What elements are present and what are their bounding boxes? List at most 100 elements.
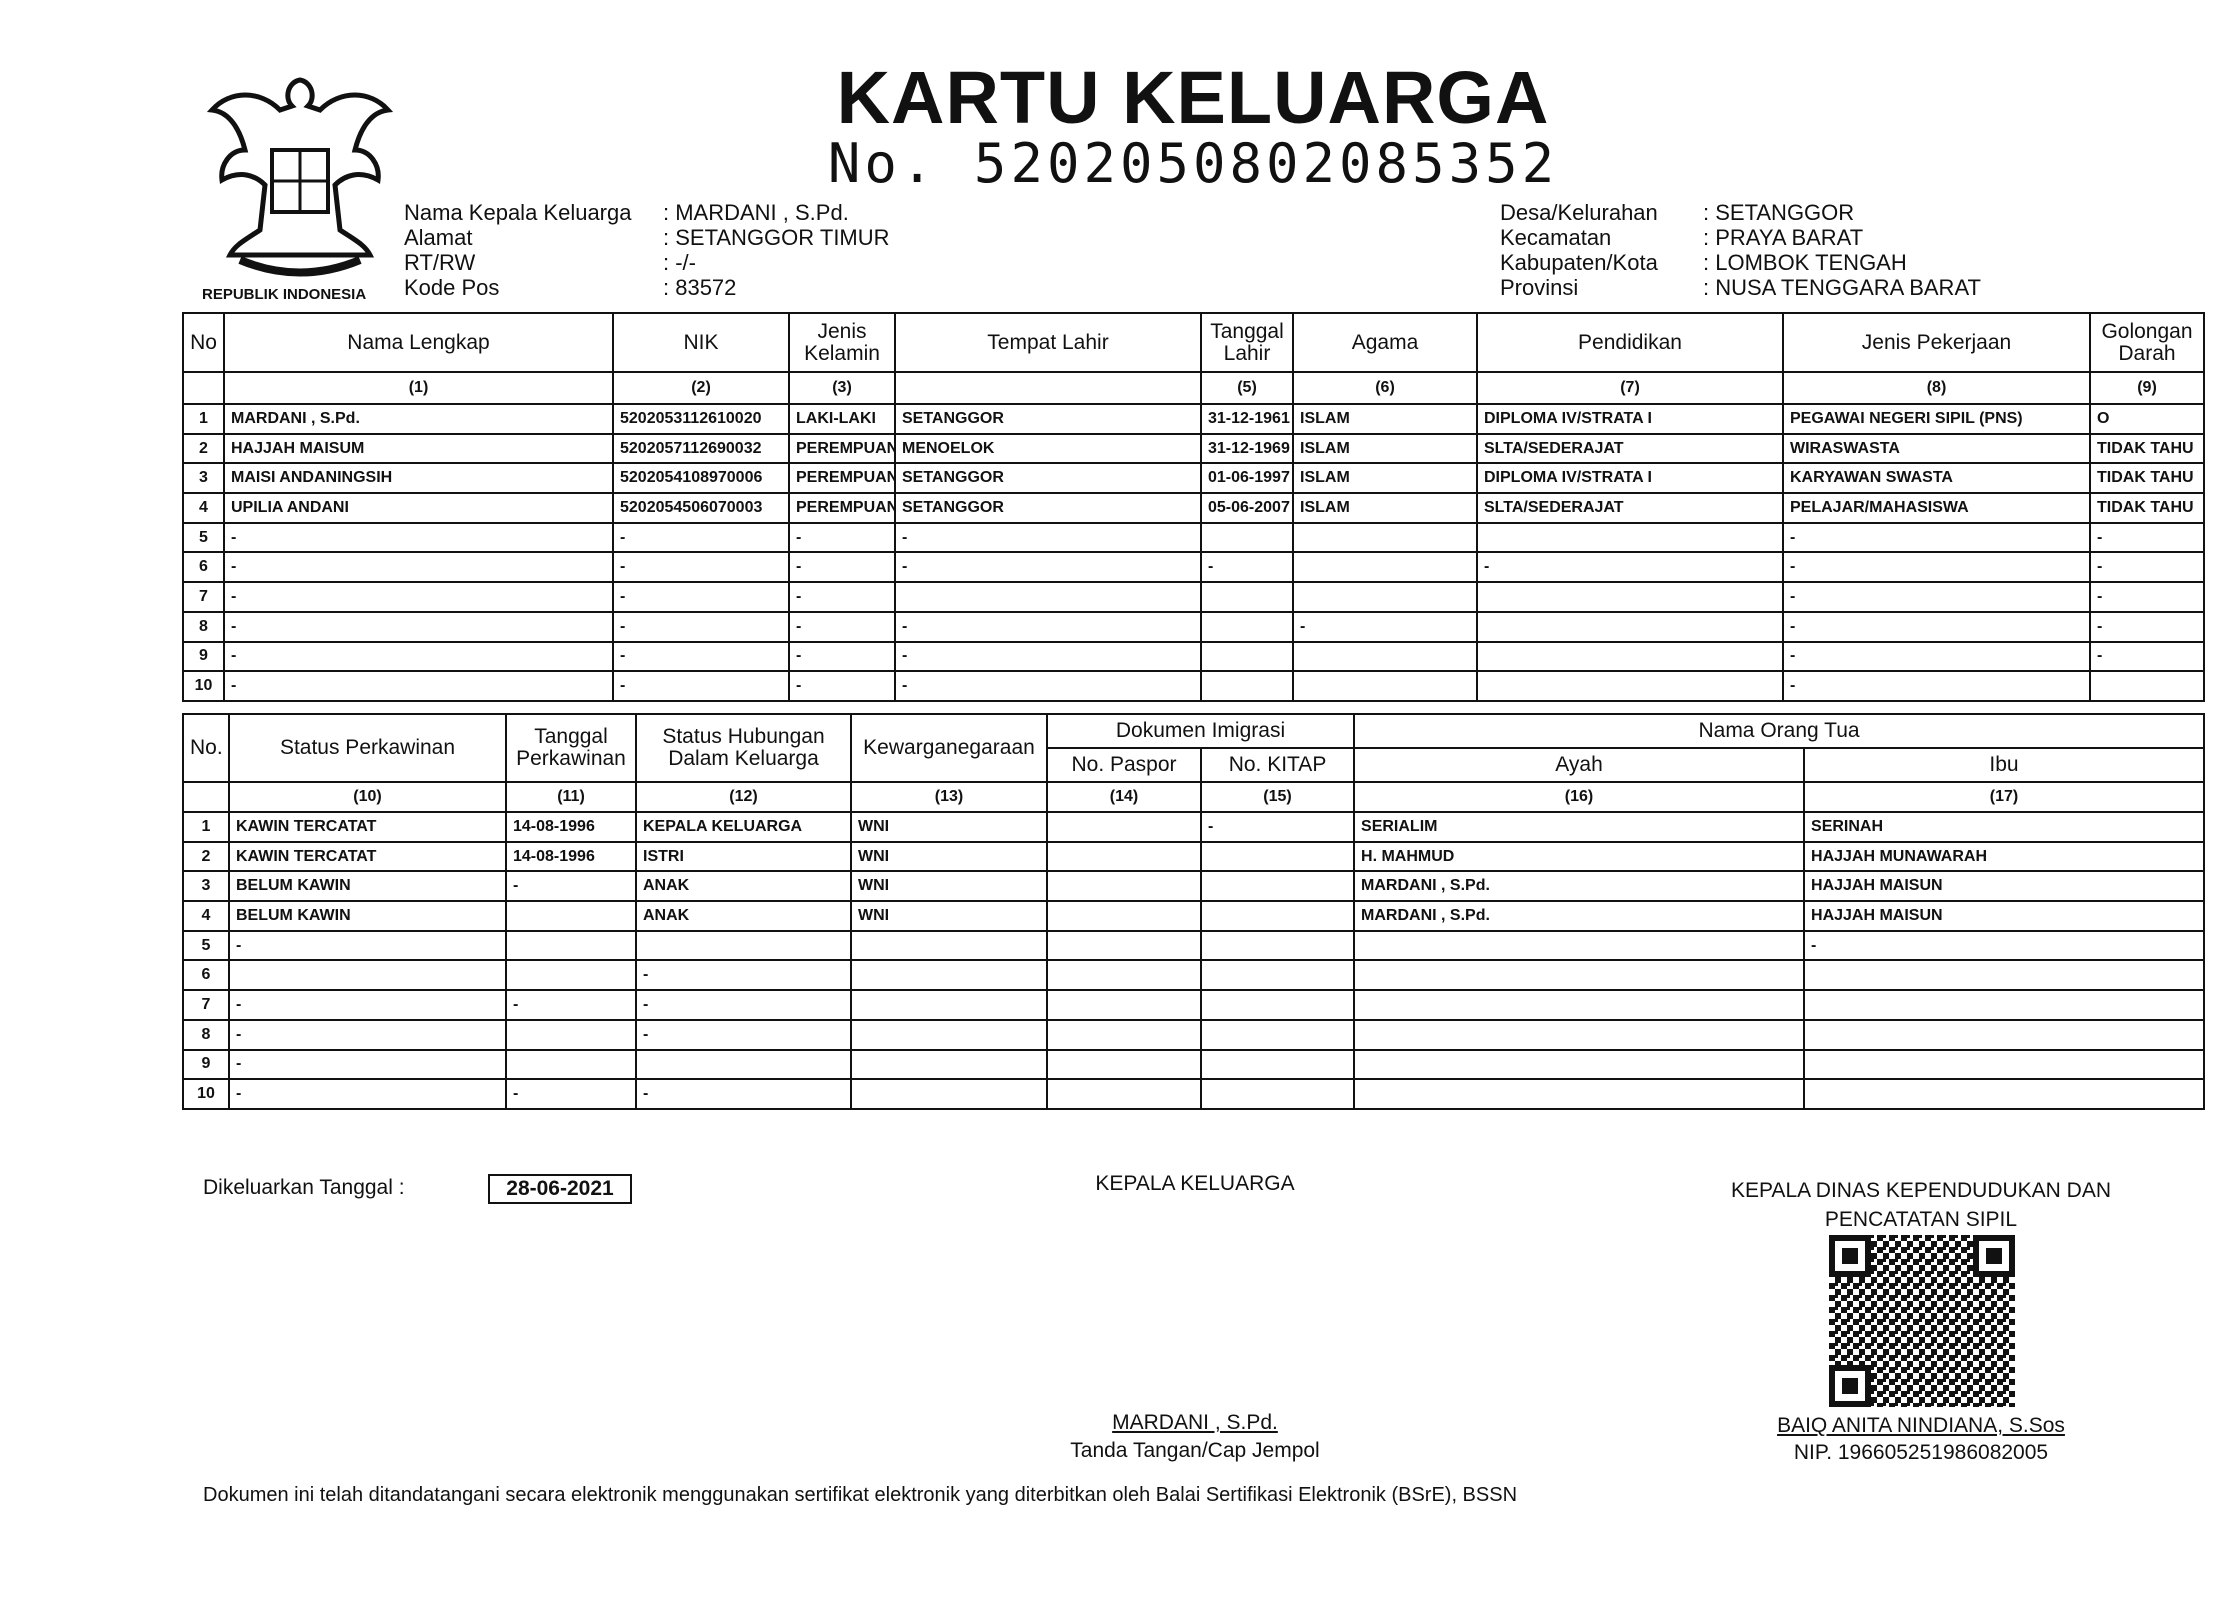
header-cell: Golongan Darah: [2089, 312, 2205, 373]
cell: -: [1803, 929, 2206, 962]
cell: -: [612, 551, 790, 584]
cell: -: [612, 670, 790, 702]
cell: [1476, 581, 1784, 613]
cell: -: [894, 551, 1202, 584]
cell: [850, 1018, 1048, 1051]
cell: [1292, 521, 1478, 554]
cell: O: [2089, 403, 2205, 435]
cell: [1353, 929, 1806, 962]
cell: [1200, 610, 1294, 643]
cell: 1: [182, 403, 225, 435]
cell: -: [223, 521, 614, 554]
cell: -: [612, 640, 790, 673]
cell: 9: [182, 1048, 230, 1081]
header-cell: Pendidikan: [1476, 312, 1784, 373]
header-cell: Ayah: [1353, 747, 1806, 783]
cell: -: [894, 670, 1202, 702]
members-table: No Nama Lengkap NIK Jenis Kelamin Tempat Lah…: [182, 312, 2205, 702]
cell: -: [2089, 521, 2205, 554]
cell: [894, 581, 1202, 613]
cell: [505, 959, 637, 992]
cell: -: [505, 1078, 637, 1110]
cell: KEPALA KELUARGA: [635, 811, 852, 843]
cell: MAISI ANDANINGSIH: [223, 462, 614, 495]
cell: 2: [182, 840, 230, 873]
number-row: (10) (11) (12) (13) (14) (15) (16) (17): [182, 781, 2206, 813]
cell: [1046, 1018, 1202, 1051]
cell: [1476, 521, 1784, 554]
cell: [1803, 959, 2206, 992]
cell: -: [223, 551, 614, 584]
cell: WIRASWASTA: [1782, 432, 2091, 465]
header-cell: Agama: [1292, 312, 1478, 373]
cell: WNI: [850, 870, 1048, 903]
cell: ISLAM: [1292, 492, 1478, 524]
cell: 2: [182, 432, 225, 465]
data-row: 9-: [182, 1048, 2206, 1081]
header-cell: Jenis Pekerjaan: [1782, 312, 2091, 373]
cell: [505, 1018, 637, 1051]
official-name: BAIQ ANITA NINDIANA, S.Sos: [1777, 1414, 2065, 1437]
header-cell: NIK: [612, 312, 790, 373]
official-nip: NIP. 196605251986082005: [1793, 1441, 2049, 1464]
cell: (11): [505, 781, 637, 813]
data-row: 10- - -: [182, 1078, 2206, 1110]
cell: SETANGGOR: [894, 462, 1202, 495]
cell: 31-12-1961: [1200, 403, 1294, 435]
info-label: Desa/Kelurahan: [1500, 200, 1658, 225]
cell: [505, 929, 637, 962]
cell: [1199, 989, 1356, 1021]
cell: [505, 1048, 637, 1081]
cell: -: [228, 929, 507, 962]
cell: [1199, 959, 1356, 992]
cell: -: [1292, 610, 1478, 643]
data-row: 6-: [182, 959, 2206, 992]
cell: (14): [1046, 781, 1202, 813]
emblem-caption: REPUBLIK INDONESIA: [202, 286, 367, 303]
cell: [1046, 929, 1202, 962]
cell: [182, 781, 230, 813]
cell: -: [1200, 551, 1294, 584]
cell: -: [1782, 581, 2091, 613]
qr-code: [1829, 1235, 2015, 1407]
cell: SETANGGOR: [894, 403, 1202, 435]
cell: PEREMPUAN: [788, 492, 896, 524]
cell: [1803, 989, 2206, 1021]
cell: HAJJAH MUNAWARAH: [1803, 840, 2206, 873]
cell: -: [788, 581, 896, 613]
cell: -: [228, 1048, 507, 1081]
info-row: Kode Pos: 83572: [404, 275, 890, 300]
cell: PEREMPUAN: [788, 462, 896, 495]
cell: [1199, 840, 1356, 873]
cell: -: [223, 581, 614, 613]
cell: [2089, 670, 2205, 702]
cell: -: [1782, 670, 2091, 702]
data-row: 1 KAWIN TERCATAT 14-08-1996 KEPALA KELUARGA…: [182, 811, 2206, 843]
cell: [1200, 640, 1294, 673]
cell: -: [223, 640, 614, 673]
cell: HAJJAH MAISUN: [1803, 900, 2206, 932]
cell: ANAK: [635, 900, 852, 932]
cell: 01-06-1997: [1200, 462, 1294, 495]
head-caption: Tanda Tangan/Cap Jempol: [1070, 1439, 1320, 1462]
data-row: 1 MARDANI , S.Pd. 5202053112610020 LAKI-LAK…: [182, 403, 2205, 435]
cell: [1046, 959, 1202, 992]
cell: -: [228, 1018, 507, 1051]
info-row: Kecamatan: PRAYA BARAT: [1500, 225, 1981, 250]
cell: [1353, 959, 1806, 992]
cell: 05-06-2007: [1200, 492, 1294, 524]
cell: (2): [612, 371, 790, 405]
cell: (8): [1782, 371, 2091, 405]
header-cell: Nama Orang Tua: [1353, 713, 2206, 749]
cell: (16): [1353, 781, 1806, 813]
cell: ISLAM: [1292, 432, 1478, 465]
header-cell: Dokumen Imigrasi: [1045, 713, 1356, 749]
cell: 7: [182, 581, 225, 613]
cell: -: [1782, 640, 2091, 673]
cell: [1803, 1078, 2206, 1110]
cell: [1199, 1048, 1356, 1081]
cell: [1476, 640, 1784, 673]
cell: TIDAK TAHU: [2089, 462, 2205, 495]
header-cell: No. Paspor: [1046, 747, 1202, 783]
cell: -: [1782, 551, 2091, 584]
